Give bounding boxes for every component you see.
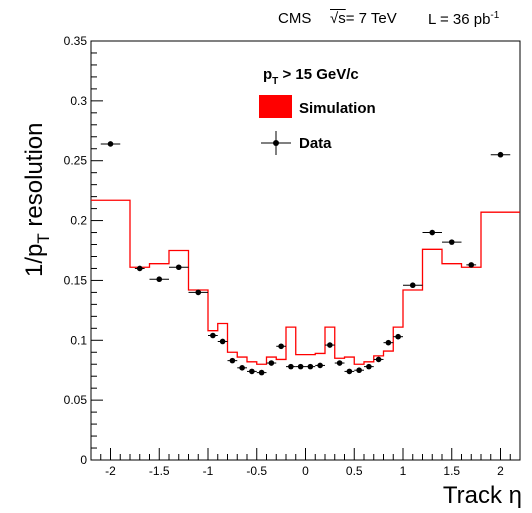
data-point — [385, 339, 392, 346]
data-point — [249, 368, 255, 375]
experiment-label: CMS — [278, 10, 311, 27]
x-tick-label: 0 — [302, 464, 309, 478]
data-point — [346, 368, 353, 375]
y-tick-label: 0.15 — [64, 273, 88, 287]
luminosity-exponent: -1 — [490, 10, 500, 21]
data-point — [258, 369, 265, 376]
data-series — [100, 141, 511, 376]
data-point — [229, 357, 236, 364]
data-point — [268, 360, 275, 366]
y-tick-label: 0.2 — [70, 214, 87, 228]
data-point — [210, 332, 216, 339]
y-tick-label: 0.35 — [64, 34, 88, 48]
data-point — [497, 151, 504, 158]
y-tick-label: 0.1 — [70, 333, 87, 347]
legend-cut-tail: > 15 GeV/c — [278, 66, 358, 83]
y-axis: 0 0.05 0.1 0.15 0.2 0.25 0.3 0.35 — [64, 34, 103, 467]
data-point — [195, 289, 202, 296]
data-point — [409, 282, 416, 289]
data-point — [327, 342, 333, 348]
y-tick-label: 0 — [80, 453, 87, 467]
experiment-name: CMS — [278, 10, 312, 27]
legend-data-label: Data — [299, 135, 332, 152]
data-point — [356, 367, 362, 374]
x-axis: -2 -1.5 -1 -0.5 0 0.5 1 1.5 2 — [90, 448, 521, 478]
data-point — [219, 338, 226, 345]
data-point — [307, 363, 314, 370]
legend: pT > 15 GeV/c Simulation Data — [259, 66, 376, 155]
y-axis-title-tail: resolution — [21, 123, 48, 234]
simulation-step-line — [91, 199, 520, 365]
legend-data-marker — [273, 140, 279, 146]
x-tick-label: -2 — [105, 464, 116, 478]
x-tick-label: 2 — [497, 464, 504, 478]
data-point — [136, 265, 143, 272]
luminosity-label: L = 36 pb-1 — [428, 10, 499, 28]
data-point — [156, 276, 163, 283]
data-point — [288, 363, 294, 370]
data-point — [297, 363, 304, 370]
data-point — [107, 141, 114, 147]
legend-simulation-label: Simulation — [299, 100, 376, 117]
data-point — [429, 229, 436, 236]
data-point — [375, 356, 382, 363]
energy-value: = 7 TeV — [345, 10, 397, 27]
data-point — [317, 362, 323, 369]
energy-label: √s= 7 TeV — [330, 10, 397, 27]
luminosity-value: L = 36 pb — [428, 11, 491, 28]
x-tick-label: 1 — [400, 464, 407, 478]
x-tick-label: -1.5 — [149, 464, 170, 478]
data-point — [448, 239, 455, 245]
legend-cut-sub: T — [272, 76, 278, 87]
x-tick-label: -0.5 — [246, 464, 267, 478]
data-point — [278, 343, 284, 350]
data-point — [175, 264, 182, 271]
data-point — [239, 365, 245, 371]
x-tick-label: 1.5 — [443, 464, 460, 478]
y-axis-title-sub: T — [34, 233, 53, 243]
y-tick-label: 0.25 — [64, 154, 88, 168]
x-tick-label: 0.5 — [346, 464, 363, 478]
x-axis-title: Track η — [443, 482, 522, 509]
y-tick-label: 0.05 — [64, 393, 88, 407]
legend-cut: pT > 15 GeV/c — [263, 66, 359, 87]
data-point — [468, 262, 475, 268]
data-point — [336, 360, 343, 366]
simulation-series — [91, 199, 520, 365]
data-point — [395, 333, 401, 340]
x-tick-label: -1 — [203, 464, 214, 478]
data-point — [366, 363, 372, 370]
legend-simulation-swatch — [259, 95, 292, 118]
y-tick-label: 0.3 — [70, 94, 87, 108]
y-axis-title: 1/pT resolution — [21, 123, 53, 278]
sqrt-s-symbol: √s — [330, 10, 346, 27]
y-axis-title-main: 1/p — [21, 244, 48, 277]
legend-cut-main: p — [263, 66, 272, 83]
